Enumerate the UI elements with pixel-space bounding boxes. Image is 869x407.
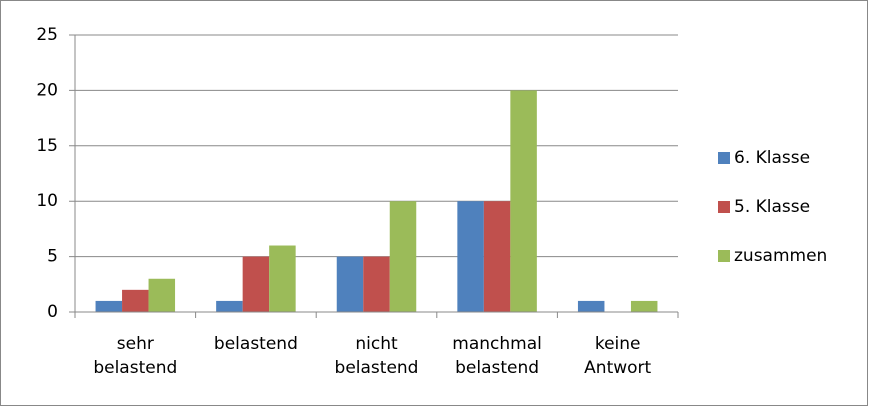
x-tick-label: nicht belastend: [334, 334, 419, 378]
bar: [483, 201, 511, 312]
bar: [336, 256, 364, 312]
legend-label: 6. Klasse: [734, 148, 810, 168]
x-tick-label: manchmal belastend: [452, 334, 542, 378]
bar: [457, 201, 484, 312]
legend-swatch: [718, 250, 730, 262]
y-tick-label: 10: [36, 191, 58, 211]
y-tick-label: 5: [47, 247, 58, 267]
bar: [95, 300, 123, 312]
legend-swatch: [718, 201, 730, 213]
bar: [363, 256, 390, 312]
bar: [122, 289, 149, 312]
bar: [269, 245, 296, 312]
bar: [148, 278, 176, 312]
y-tick-label: 0: [47, 302, 58, 322]
y-tick-label: 25: [36, 25, 58, 45]
bar: [577, 300, 605, 312]
bar: [389, 201, 417, 312]
legend-swatch: [718, 152, 730, 164]
x-tick-label: belastend: [213, 334, 298, 354]
bar: [510, 90, 537, 313]
x-tick-label: keine Antwort: [584, 334, 652, 378]
legend-label: zusammen: [734, 246, 827, 266]
bar: [242, 256, 270, 312]
x-tick-label: sehr belastend: [93, 334, 178, 378]
legend-label: 5. Klasse: [734, 197, 810, 217]
y-tick-label: 15: [36, 136, 58, 156]
bar: [630, 300, 658, 312]
y-tick-label: 20: [36, 80, 58, 100]
bar: [216, 300, 243, 312]
